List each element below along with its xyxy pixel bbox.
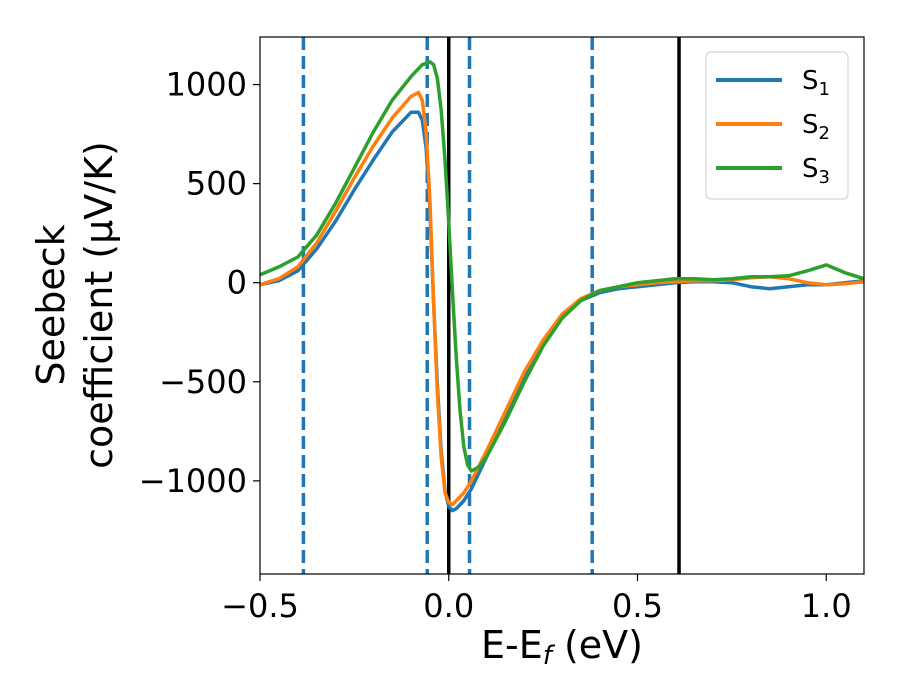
- y-tick-label-2: 0: [227, 264, 247, 302]
- series-lines: [260, 60, 864, 513]
- y-axis-ticks: −1000 −500 0 500 1000: [139, 66, 260, 500]
- legend-label-S2: S2: [802, 110, 830, 144]
- x-tick-label-1: 0.0: [423, 587, 474, 625]
- x-axis-label-main: E-E: [481, 623, 543, 667]
- x-axis-label-unit: (eV): [552, 623, 643, 667]
- x-tick-label-2: 0.5: [612, 587, 663, 625]
- legend: S1 S2 S3: [705, 51, 849, 200]
- series-line-S1: [260, 110, 864, 513]
- y-axis-label-line1: Seebeck: [29, 224, 73, 385]
- legend-label-S1: S1: [802, 66, 830, 100]
- x-tick-label-0: −0.5: [221, 587, 299, 625]
- plot-frame: [259, 36, 865, 575]
- y-tick-label-0: −1000: [139, 462, 247, 500]
- y-tick-label-4: 1000: [166, 66, 247, 104]
- y-tick-label-3: 500: [186, 165, 247, 203]
- y-tick-label-1: −500: [159, 363, 247, 401]
- y-axis-label-line2: coefficient (μV/K): [77, 141, 121, 469]
- x-axis-ticks: −0.5 0.0 0.5 1.0: [221, 574, 852, 625]
- x-axis-label: E-Ef (eV): [481, 623, 643, 671]
- legend-label-S3: S3: [802, 154, 830, 188]
- series-line-S3: [260, 60, 864, 473]
- reference-lines: [301, 37, 681, 574]
- x-tick-label-3: 1.0: [801, 587, 852, 625]
